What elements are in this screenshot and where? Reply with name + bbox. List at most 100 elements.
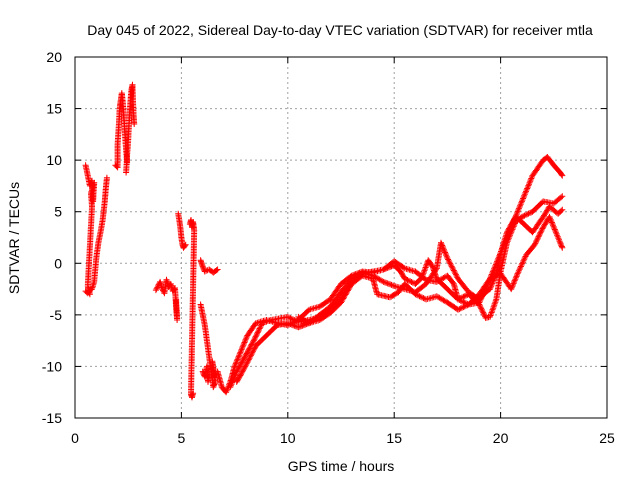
- data-point: [400, 264, 407, 271]
- data-point: [533, 239, 539, 245]
- x-tick-label: 0: [71, 430, 79, 446]
- data-point: [522, 211, 529, 218]
- data-point: [263, 318, 270, 325]
- data-point: [258, 322, 264, 329]
- data-point: [247, 353, 254, 360]
- data-point: [491, 273, 497, 280]
- data-point: [251, 336, 258, 343]
- data-point: [558, 171, 565, 178]
- data-point: [559, 172, 566, 179]
- data-point: [538, 228, 545, 235]
- data-point: [250, 346, 257, 353]
- data-point: [229, 379, 236, 386]
- data-point: [404, 277, 411, 283]
- data-point: [239, 368, 246, 375]
- data-point: [441, 248, 448, 255]
- data-point: [479, 308, 486, 315]
- data-point: [478, 306, 485, 313]
- data-point: [290, 316, 297, 323]
- data-point: [514, 208, 521, 215]
- data-point: [455, 296, 461, 303]
- data-point: [514, 270, 521, 277]
- data-point: [444, 255, 451, 262]
- data-point: [439, 242, 446, 249]
- data-point: [240, 357, 247, 363]
- data-point: [230, 377, 237, 383]
- data-point: [181, 242, 188, 249]
- data-point: [438, 241, 445, 248]
- data-point: [235, 355, 242, 361]
- data-point: [213, 267, 220, 274]
- data-point: [558, 194, 565, 201]
- data-point: [526, 181, 532, 188]
- data-point: [231, 374, 238, 381]
- data-point: [131, 121, 138, 127]
- data-point: [239, 345, 246, 352]
- data-point: [457, 305, 464, 312]
- data-point: [388, 281, 395, 288]
- data-point: [236, 350, 243, 357]
- data-point: [518, 213, 525, 220]
- data-point: [86, 291, 93, 298]
- data-point: [440, 246, 447, 253]
- data-point: [506, 224, 513, 231]
- data-point: [489, 274, 496, 281]
- data-point: [240, 367, 247, 374]
- y-axis-label: SDTVAR / TECUs: [6, 182, 22, 294]
- data-point: [415, 292, 422, 299]
- data-point: [238, 360, 244, 367]
- data-point: [558, 207, 565, 214]
- data-point: [518, 199, 525, 206]
- data-point: [547, 215, 554, 222]
- y-tick-label: 20: [46, 49, 62, 65]
- data-point: [527, 176, 534, 183]
- data-point: [477, 304, 484, 311]
- data-point: [460, 299, 467, 305]
- data-point: [452, 270, 459, 277]
- data-point: [238, 348, 244, 354]
- data-point: [548, 218, 555, 225]
- data-point: [512, 274, 519, 281]
- data-point: [417, 293, 424, 300]
- data-point: [534, 236, 541, 243]
- data-point: [521, 191, 528, 198]
- data-point: [284, 313, 291, 320]
- y-tick-label: -15: [42, 410, 62, 426]
- data-point: [240, 342, 247, 349]
- data-point: [233, 357, 240, 364]
- data-point: [243, 360, 250, 367]
- data-point: [214, 266, 221, 273]
- data-point: [257, 324, 264, 331]
- data-point: [456, 295, 463, 302]
- data-point: [206, 371, 213, 378]
- x-tick-labels: 0 5 10 15 20 25: [71, 430, 615, 446]
- y-tick-label: 0: [54, 255, 62, 271]
- data-point: [190, 390, 197, 397]
- series-track-6h: [197, 257, 221, 276]
- data-point: [559, 244, 566, 251]
- data-point: [240, 340, 247, 347]
- data-point: [248, 341, 255, 348]
- data-point: [247, 352, 254, 359]
- data-point: [233, 370, 240, 376]
- data-point: [245, 356, 252, 363]
- data-point: [525, 182, 532, 189]
- data-point: [461, 303, 468, 310]
- data-point: [103, 174, 110, 181]
- data-point: [244, 359, 251, 366]
- data-point: [558, 242, 565, 249]
- data-point: [461, 293, 468, 300]
- data-point: [504, 228, 511, 235]
- x-tick-label: 20: [493, 430, 509, 446]
- data-point: [252, 334, 259, 341]
- data-point: [448, 263, 455, 270]
- data-point: [237, 349, 244, 356]
- data-point: [446, 259, 453, 266]
- data-point: [233, 378, 240, 385]
- data-point: [549, 220, 556, 227]
- data-point: [440, 245, 447, 252]
- data-point: [536, 232, 543, 239]
- data-point: [511, 279, 518, 285]
- data-point: [489, 280, 496, 287]
- data-point: [235, 364, 242, 371]
